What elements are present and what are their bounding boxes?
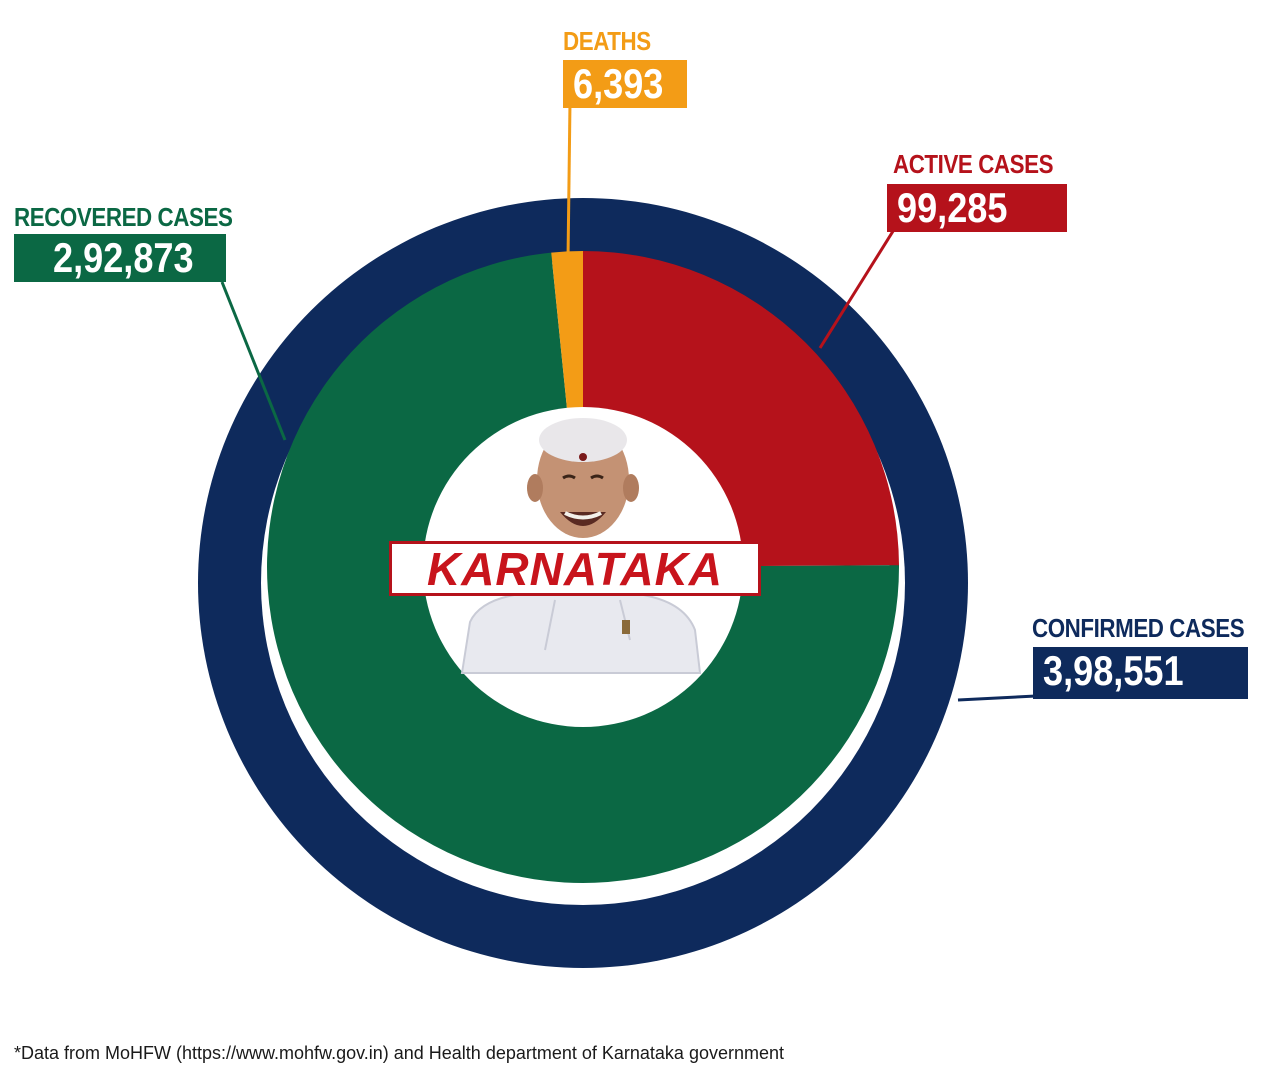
deaths-value: 6,393 [563, 60, 687, 108]
active-cases-value: 99,285 [887, 184, 1067, 232]
deaths-leader-line [566, 101, 572, 261]
confirmed-leader-line [957, 694, 1037, 702]
state-name-banner: KARNATAKA [389, 541, 761, 596]
leader-lines [220, 101, 1037, 702]
portrait-shirt [460, 587, 702, 674]
active-leader-line [818, 227, 897, 349]
active-cases-label: ACTIVE CASES [893, 149, 1054, 179]
state-name: KARNATAKA [426, 542, 724, 595]
confirmed-cases-label: CONFIRMED CASES [1032, 613, 1245, 643]
confirmed-cases-value: 3,98,551 [1033, 647, 1248, 699]
recovered-cases-value: 2,92,873 [14, 234, 226, 282]
source-footnote: *Data from MoHFW (https://www.mohfw.gov.… [14, 1043, 785, 1063]
portrait-hair [539, 418, 627, 462]
recovered-cases-label: RECOVERED CASES [14, 202, 233, 232]
deaths-label: DEATHS [563, 26, 651, 56]
recovered-leader-line [220, 281, 287, 441]
